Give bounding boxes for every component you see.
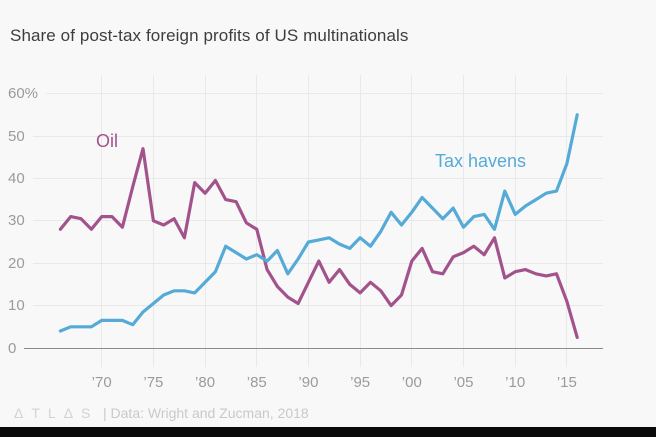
bottom-bar bbox=[0, 427, 656, 437]
y-tick-label: 0 bbox=[8, 339, 17, 357]
x-tick-label: ’80 bbox=[195, 374, 216, 391]
x-tick-label: ’15 bbox=[556, 374, 577, 391]
x-tick-label: ’85 bbox=[246, 374, 267, 391]
atlas-logo: ΔTLΔS bbox=[14, 405, 99, 421]
x-tick-label: ’95 bbox=[350, 374, 371, 391]
x-tick-label: ’75 bbox=[143, 374, 164, 391]
y-tick-label: 40 bbox=[8, 169, 25, 187]
x-axis-line bbox=[24, 347, 603, 349]
x-tick-label: ’00 bbox=[401, 374, 422, 391]
y-gridline bbox=[32, 220, 603, 222]
chart-title: Share of post-tax foreign profits of US … bbox=[10, 26, 409, 45]
y-tick-label: 30 bbox=[8, 212, 25, 230]
y-tick-label: 60% bbox=[8, 85, 39, 103]
x-tick-label: ’10 bbox=[505, 374, 526, 391]
y-gridline bbox=[32, 135, 603, 137]
y-grid-row: 10 bbox=[8, 297, 603, 314]
y-gridline bbox=[32, 177, 603, 179]
y-gridline bbox=[32, 262, 603, 264]
y-grid-row: 60% bbox=[8, 85, 603, 102]
y-tick-label: 20 bbox=[8, 254, 25, 272]
y-grid-row: 20 bbox=[8, 255, 603, 272]
y-gridline bbox=[46, 93, 603, 95]
x-tick-label: ’90 bbox=[298, 374, 319, 391]
y-grid-row: 0 bbox=[8, 340, 603, 357]
y-tick-label: 10 bbox=[8, 297, 25, 315]
x-tick-label: ’05 bbox=[453, 374, 474, 391]
y-gridline bbox=[32, 305, 603, 307]
x-tick-label: ’70 bbox=[91, 374, 112, 391]
oil-series-label: Oil bbox=[96, 131, 118, 151]
y-grid-row: 30 bbox=[8, 212, 603, 229]
y-tick-label: 50 bbox=[8, 127, 25, 145]
tax-havens-series-label: Tax havens bbox=[435, 151, 527, 171]
y-grid-row: 40 bbox=[8, 170, 603, 187]
data-credit: | Data: Wright and Zucman, 2018 bbox=[103, 405, 309, 421]
